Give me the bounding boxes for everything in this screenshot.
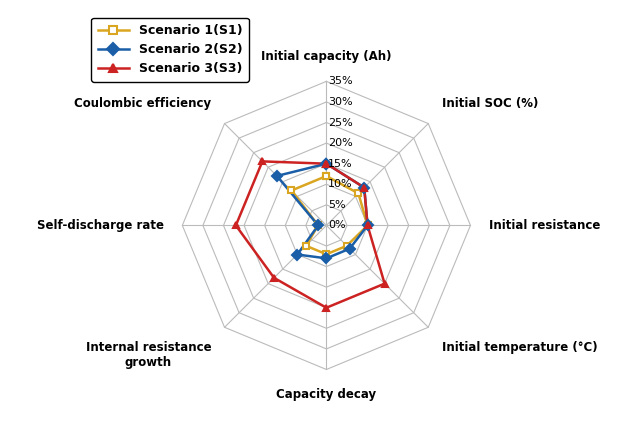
Text: Initial temperature (°C): Initial temperature (°C) [442, 340, 597, 354]
Text: Capacity decay: Capacity decay [276, 388, 376, 401]
Text: 10%: 10% [328, 179, 353, 189]
Text: 5%: 5% [328, 200, 346, 210]
Text: Coulombic efficiency: Coulombic efficiency [74, 97, 211, 110]
Text: 30%: 30% [328, 97, 353, 107]
Text: 35%: 35% [328, 76, 353, 86]
Text: Initial capacity (Ah): Initial capacity (Ah) [261, 50, 392, 63]
Text: 20%: 20% [328, 138, 353, 148]
Text: Initial resistance: Initial resistance [489, 219, 600, 232]
Legend: Scenario 1(S1), Scenario 2(S2), Scenario 3(S3): Scenario 1(S1), Scenario 2(S2), Scenario… [92, 18, 249, 82]
Text: Internal resistance
growth: Internal resistance growth [86, 340, 211, 369]
Text: Self-discharge rate: Self-discharge rate [36, 219, 164, 232]
Text: 0%: 0% [328, 221, 346, 230]
Text: Initial SOC (%): Initial SOC (%) [442, 97, 538, 110]
Text: 15%: 15% [328, 159, 353, 169]
Text: 25%: 25% [328, 118, 353, 128]
